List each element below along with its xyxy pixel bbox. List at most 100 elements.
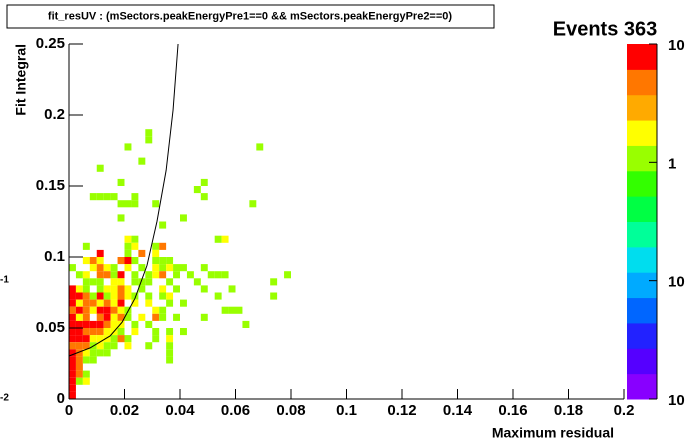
- cell: [145, 320, 153, 328]
- cell: [69, 391, 76, 399]
- cell: [117, 214, 125, 222]
- x-tick-label: 0.06: [221, 402, 250, 419]
- cell: [82, 292, 90, 300]
- palette-swatch: [627, 221, 657, 248]
- cell: [131, 299, 139, 307]
- cell: [103, 342, 111, 350]
- cell: [180, 214, 187, 222]
- cell: [214, 235, 222, 243]
- cell: [110, 285, 118, 293]
- cell: [117, 178, 125, 186]
- cell: [82, 285, 90, 293]
- cell: [242, 320, 250, 328]
- cell: [228, 285, 236, 293]
- cell: [152, 306, 160, 314]
- cell: [75, 328, 83, 336]
- stats: Events 363: [553, 18, 658, 40]
- cell: [82, 320, 90, 328]
- cell: [96, 335, 104, 343]
- palette-swatch: [627, 145, 657, 172]
- cell: [166, 328, 174, 336]
- cell: [159, 271, 167, 279]
- cell: [69, 377, 76, 385]
- cell: [96, 328, 104, 336]
- cell: [75, 377, 83, 385]
- y-tick-label: 0.2: [44, 106, 65, 123]
- x-tick-label: 0.04: [165, 402, 195, 419]
- cell: [82, 342, 90, 350]
- cell: [131, 257, 139, 265]
- cell: [180, 264, 187, 272]
- cell: [89, 306, 97, 314]
- cell: [69, 299, 76, 307]
- cell: [124, 285, 132, 293]
- cell: [131, 278, 139, 286]
- palette-swatch: [627, 322, 657, 349]
- fit-curve: [68, 43, 179, 357]
- cell: [166, 264, 174, 272]
- cell: [89, 320, 97, 328]
- cell: [145, 129, 153, 137]
- cell: [69, 313, 76, 321]
- cell: [82, 278, 90, 286]
- cell: [82, 377, 90, 385]
- cell: [173, 313, 180, 321]
- x-tick-label: 0.16: [498, 402, 527, 419]
- y-tick-label: 0.25: [36, 35, 65, 52]
- cell: [131, 271, 139, 279]
- cell: [89, 193, 97, 201]
- cell: [166, 278, 174, 286]
- cell: [75, 335, 83, 343]
- cell: [110, 313, 118, 321]
- cell: [124, 200, 132, 208]
- cell: [69, 349, 76, 357]
- palette-swatch: [627, 94, 657, 121]
- cell: [221, 235, 229, 243]
- cell: [103, 285, 111, 293]
- z-tick-label: 10: [668, 274, 685, 291]
- cell: [180, 328, 187, 336]
- cell: [82, 242, 90, 250]
- palette-swatch: [627, 170, 657, 197]
- cell: [75, 285, 83, 293]
- cell: [152, 257, 160, 265]
- cell: [180, 299, 187, 307]
- cell: [166, 349, 174, 357]
- cell: [103, 306, 111, 314]
- cell: [131, 242, 139, 250]
- cell: [82, 370, 90, 378]
- cell: [69, 292, 76, 300]
- cell: [124, 235, 132, 243]
- cell: [186, 271, 194, 279]
- cell: [159, 306, 167, 314]
- x-tick-label: 0.14: [443, 402, 473, 419]
- cell: [82, 335, 90, 343]
- cell: [82, 306, 90, 314]
- cell: [159, 285, 167, 293]
- cell: [200, 285, 208, 293]
- cell: [75, 363, 83, 371]
- cell: [69, 384, 76, 392]
- cell: [131, 235, 139, 243]
- cell: [270, 292, 278, 300]
- cell: [96, 249, 104, 257]
- cell: [110, 335, 118, 343]
- cell: [173, 271, 180, 279]
- y-tick-label: 0.15: [36, 177, 65, 194]
- cell: [145, 299, 153, 307]
- cell: [89, 356, 97, 364]
- cell: [131, 292, 139, 300]
- cell: [69, 306, 76, 314]
- cell: [152, 335, 160, 343]
- cell: [96, 313, 104, 321]
- x-tick-label: 0: [65, 402, 73, 419]
- cell: [96, 257, 104, 265]
- cell: [221, 306, 229, 314]
- y-tick-label: 0: [57, 390, 65, 407]
- z-tick-label: 10: [668, 392, 685, 409]
- cell: [89, 335, 97, 343]
- cell: [166, 335, 174, 343]
- cell: [124, 143, 132, 151]
- x-tick-label: 0.12: [387, 402, 416, 419]
